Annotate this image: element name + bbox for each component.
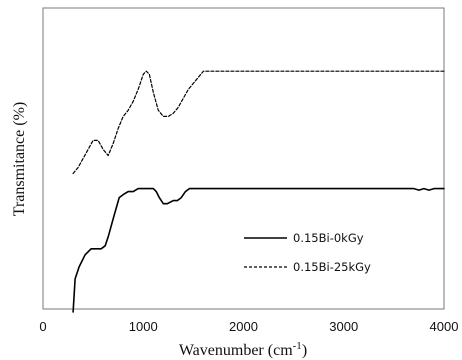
- series-line-25kgy: [72, 70, 445, 175]
- x-axis-title: Wavenumber (cm-1): [179, 340, 307, 359]
- x-axis-title-text: Wavenumber (cm: [179, 342, 293, 359]
- x-tick-label: 2000: [229, 319, 258, 334]
- x-axis-title-superscript: -1: [293, 340, 302, 352]
- series-layer: [72, 70, 445, 313]
- legend-label-0kgy: 0.15Bi-0kGy: [293, 231, 364, 245]
- legend: 0.15Bi-0kGy 0.15Bi-25kGy: [244, 231, 371, 274]
- y-axis-title: Transmitance (%): [11, 102, 28, 217]
- legend-label-25kgy: 0.15Bi-25kGy: [293, 260, 371, 274]
- plot-frame: [42, 7, 445, 310]
- series-line-0kgy: [72, 187, 445, 313]
- x-tick-label: 0: [39, 319, 46, 334]
- plot-frame-group: [42, 7, 445, 310]
- x-tick-label: 3000: [329, 319, 358, 334]
- x-tick-label: 1000: [129, 319, 158, 334]
- x-tick-label: 4000: [430, 319, 459, 334]
- x-axis-ticks: 0 1000 2000 3000 4000: [39, 319, 458, 334]
- x-axis-title-close: ): [302, 342, 307, 359]
